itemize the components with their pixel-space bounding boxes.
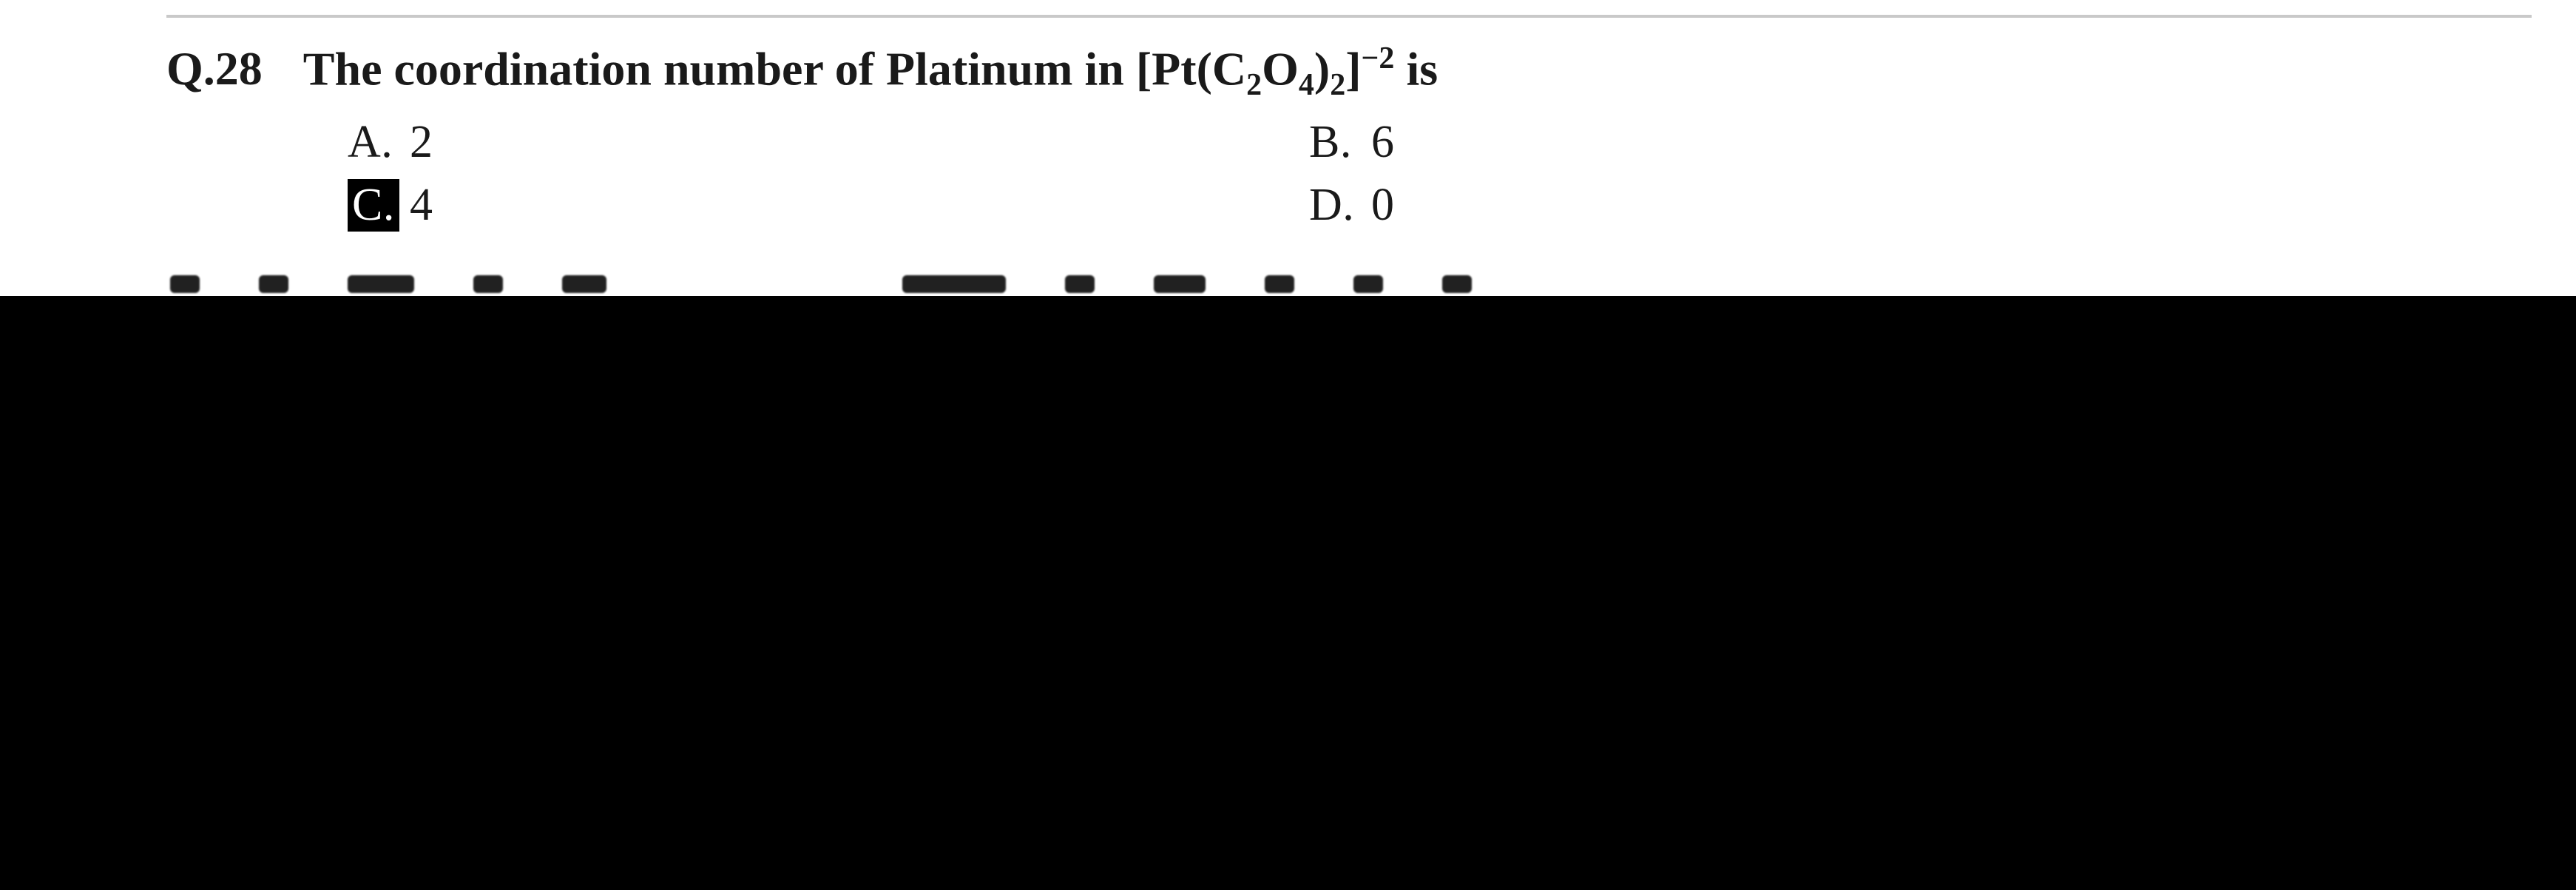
smudge-dot xyxy=(1353,275,1383,293)
option-c-value: 4 xyxy=(410,179,433,232)
formula-sub-2: 4 xyxy=(1299,68,1314,102)
question-text-prefix: The coordination number of Platinum in [… xyxy=(303,42,1246,95)
smudge-dot xyxy=(1265,275,1294,293)
formula-sub-3: 2 xyxy=(1330,68,1345,102)
options: A. 2 B. 6 C. 4 D. 0 xyxy=(348,116,2532,232)
option-d-value: 0 xyxy=(1371,179,1395,232)
smudge-dot xyxy=(348,275,414,293)
option-c-label: C. xyxy=(348,179,399,232)
smudge-dot xyxy=(1154,275,1206,293)
scan-smudges xyxy=(170,275,2532,296)
question-text-mid1: O xyxy=(1262,42,1299,95)
option-a[interactable]: A. 2 xyxy=(348,116,1309,169)
formula-sup-1: −2 xyxy=(1362,41,1395,75)
question-number: Q.28 xyxy=(166,41,263,96)
option-a-label: A. xyxy=(348,116,399,169)
smudge-dot xyxy=(259,275,288,293)
options-grid: A. 2 B. 6 C. 4 D. 0 xyxy=(348,116,2532,232)
option-a-value: 2 xyxy=(410,116,433,169)
smudge-dot xyxy=(473,275,503,293)
smudge-dot xyxy=(902,275,1006,293)
question-text-suffix: is xyxy=(1394,42,1438,95)
option-d-label: D. xyxy=(1309,179,1361,232)
option-b[interactable]: B. 6 xyxy=(1309,116,2532,169)
option-d[interactable]: D. 0 xyxy=(1309,179,2532,232)
redaction-mask xyxy=(0,296,2576,890)
question-text-mid2: ) xyxy=(1314,42,1330,95)
smudge-dot xyxy=(170,275,200,293)
option-b-label: B. xyxy=(1309,116,1361,169)
question-block: Q.28 The coordination number of Platinum… xyxy=(166,41,2532,232)
page: Q.28 The coordination number of Platinum… xyxy=(0,0,2576,890)
formula-sub-1: 2 xyxy=(1246,68,1262,102)
question-row: Q.28 The coordination number of Platinum… xyxy=(166,41,2532,103)
question-text: The coordination number of Platinum in [… xyxy=(303,41,1438,103)
horizontal-rule xyxy=(166,15,2532,18)
option-b-value: 6 xyxy=(1371,116,1395,169)
smudge-dot xyxy=(1442,275,1472,293)
smudge-dot xyxy=(562,275,606,293)
question-text-mid3: ] xyxy=(1345,42,1361,95)
smudge-dot xyxy=(1065,275,1095,293)
option-c[interactable]: C. 4 xyxy=(348,179,1309,232)
